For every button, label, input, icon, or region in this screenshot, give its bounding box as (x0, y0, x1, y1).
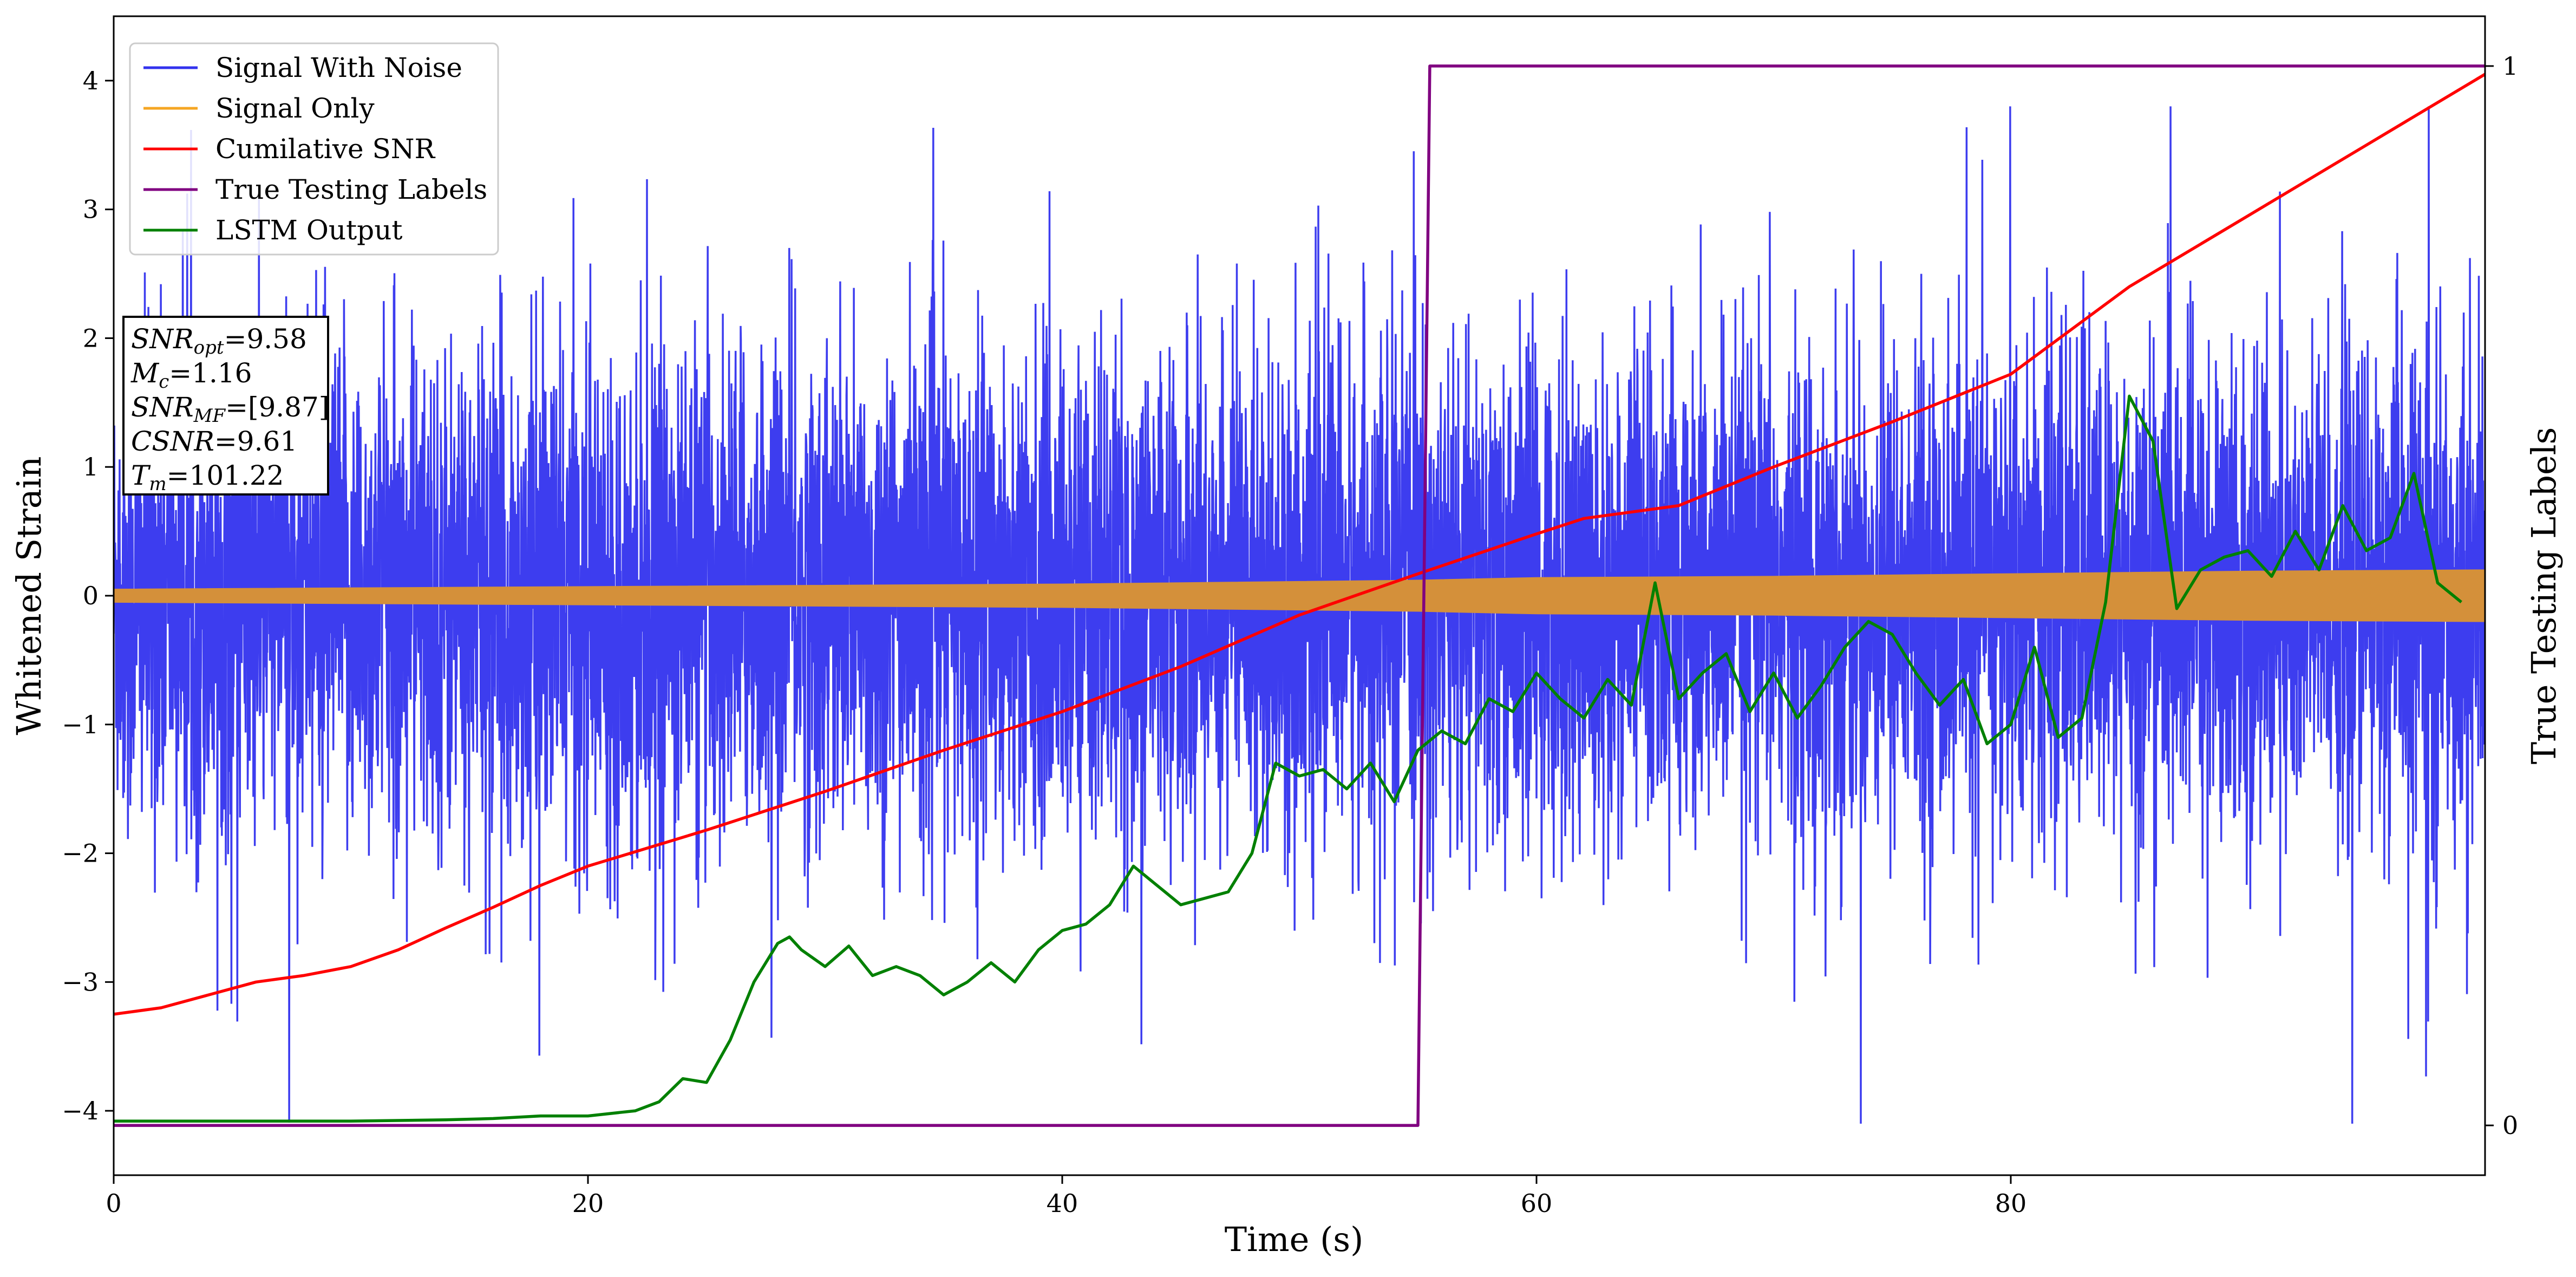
axis-labels-layer: Time (s) Whitened Strain True Testing La… (9, 427, 2564, 1259)
y2-tick-label: 0 (2502, 1111, 2518, 1140)
legend-box (129, 42, 499, 256)
y-tick-label: −1 (62, 710, 99, 739)
y2-axis-label: True Testing Labels (2524, 427, 2564, 765)
x-tick-label: 40 (1047, 1189, 1078, 1218)
lstm-output-line (114, 394, 2462, 1123)
legend-entry: LSTM Output (215, 214, 402, 246)
y-tick-label: −2 (62, 839, 99, 868)
y-tick-label: 1 (83, 452, 99, 481)
legend-entry: Cumilative SNR (215, 133, 435, 165)
legend-entry: Signal Only (215, 93, 375, 124)
annotation-line: Tm=101.22 (131, 460, 284, 495)
legend: Signal With Noise Signal Only Cumilative S… (129, 42, 499, 256)
y-axis-label: Whitened Strain (9, 457, 49, 735)
signal-with-noise-layer (114, 106, 2485, 1124)
parameter-annotation-box: SNRopt=9.58Mc=1.16SNRMF=[9.87]CSNR=9.61T… (122, 316, 329, 496)
x-tick-label: 0 (106, 1189, 121, 1218)
x-tick-label: 20 (572, 1189, 604, 1218)
annotation-box (122, 316, 329, 496)
y-tick-label: −3 (62, 967, 99, 996)
y-tick-label: 3 (83, 195, 99, 224)
x-tick-label: 80 (1995, 1189, 2027, 1218)
y-tick-label: −4 (62, 1096, 99, 1125)
signal-with-noise-line (114, 106, 2485, 1124)
annotation-line: SNRMF=[9.87] (131, 392, 329, 427)
legend-entry: Signal With Noise (215, 52, 462, 83)
x-axis-label: Time (s) (1225, 1220, 1364, 1259)
true-testing-labels-line (114, 64, 2485, 1127)
series-lines-layer (114, 64, 2485, 1127)
legend-entry: True Testing Labels (215, 174, 487, 205)
y-tick-label: 0 (83, 581, 99, 610)
x-tick-label: 60 (1521, 1189, 1553, 1218)
y-tick-label: 2 (83, 323, 99, 353)
annotation-line: Mc=1.16 (130, 357, 252, 393)
annotation-line: SNRopt=9.58 (131, 323, 307, 359)
y2-tick-label: 1 (2502, 51, 2518, 81)
y-tick-label: 4 (83, 66, 99, 95)
annotation-line: CSNR=9.61 (131, 426, 297, 457)
cumulative-snr-line (114, 73, 2485, 1016)
